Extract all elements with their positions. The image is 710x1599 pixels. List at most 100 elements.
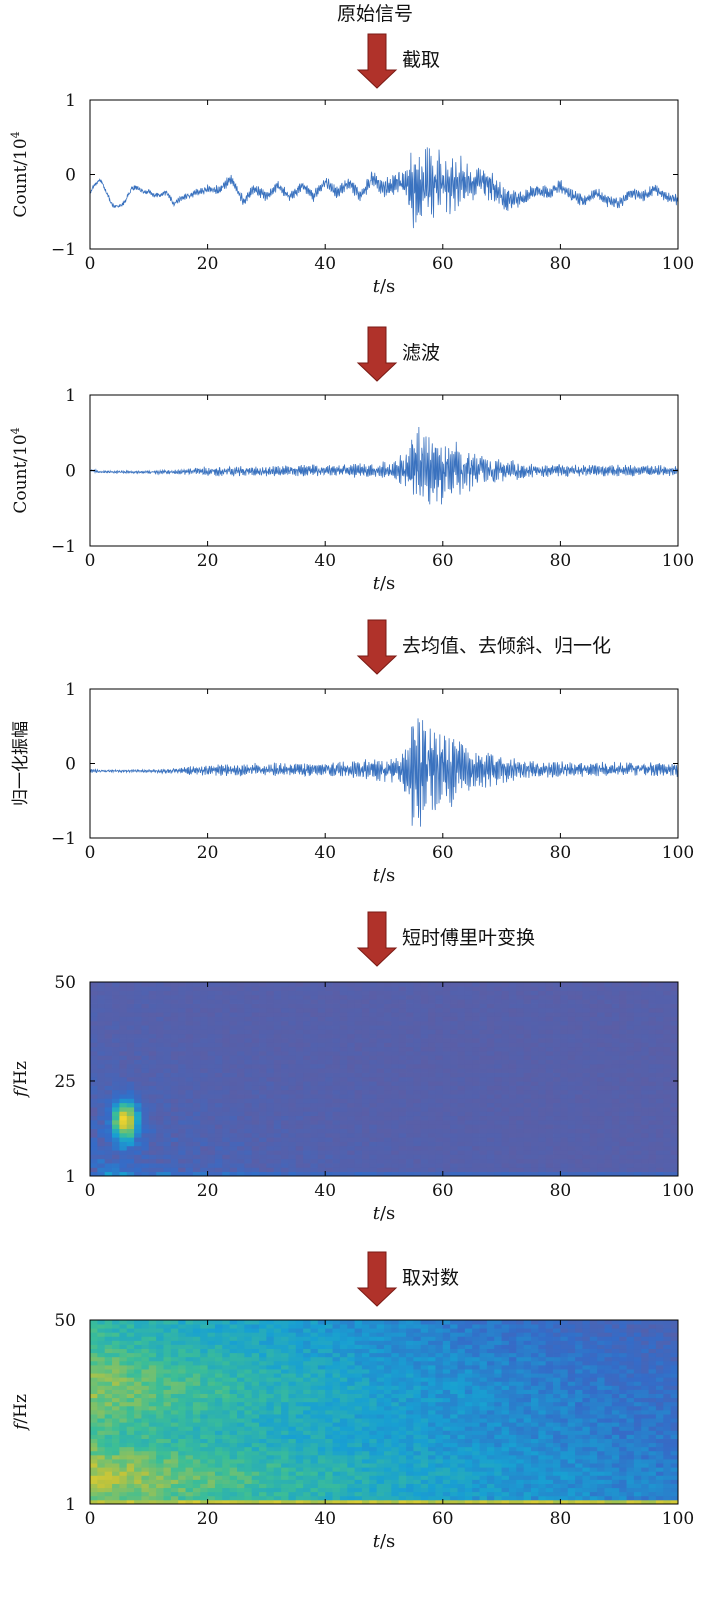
heatmap-cell [553, 1020, 561, 1026]
heatmap-cell [244, 1401, 253, 1407]
heatmap-cell [545, 1003, 554, 1009]
heatmap-cell [185, 1340, 194, 1345]
heatmap-cell [90, 1471, 98, 1476]
heatmap-cell [126, 1150, 135, 1155]
heatmap-cell [553, 982, 561, 987]
heatmap-cell [611, 1012, 620, 1017]
heatmap-cell [339, 1085, 348, 1091]
heatmap-cell [273, 1450, 282, 1456]
heatmap-cell [538, 1089, 547, 1095]
heatmap-cell [369, 1025, 378, 1030]
heatmap-cell [134, 1479, 142, 1484]
heatmap-cell [376, 1128, 385, 1134]
heatmap-cell [281, 1479, 289, 1484]
heatmap-cell [207, 1085, 216, 1091]
heatmap-cell [97, 1430, 106, 1435]
heatmap-cell [178, 1171, 186, 1177]
heatmap-cell [648, 1003, 657, 1009]
heatmap-cell [317, 1094, 326, 1099]
heatmap-cell [207, 1442, 216, 1448]
heatmap-cell [560, 1115, 569, 1121]
heatmap-cell [119, 1495, 128, 1501]
heatmap-cell [347, 1081, 355, 1086]
heatmap-cell [303, 1012, 311, 1017]
heatmap-cell [192, 1381, 201, 1386]
heatmap-cell [339, 1042, 348, 1048]
heatmap-cell [251, 1081, 260, 1086]
heatmap-cell [406, 1012, 414, 1017]
heatmap-cell [119, 1042, 128, 1048]
heatmap-cell [112, 1332, 120, 1337]
heatmap-cell [295, 1145, 304, 1151]
heatmap-cell [90, 986, 98, 992]
heatmap-cell [259, 1076, 267, 1082]
heatmap-cell [288, 1442, 297, 1448]
heatmap-cell [192, 1463, 201, 1468]
heatmap-cell [597, 1042, 605, 1048]
heatmap-cell [192, 1438, 201, 1444]
heatmap-cell [604, 1003, 613, 1009]
heatmap-cell [450, 986, 458, 992]
heatmap-cell [119, 1016, 128, 1022]
heatmap-cell [501, 1068, 510, 1073]
heatmap-cell [200, 1137, 208, 1142]
heatmap-cell [200, 1115, 208, 1121]
heatmap-cell [413, 1132, 422, 1138]
heatmap-cell [170, 1381, 179, 1386]
heatmap-cell [214, 1348, 223, 1354]
heatmap-cell [648, 1150, 657, 1155]
heatmap-cell [112, 1479, 120, 1484]
heatmap-cell [567, 1107, 576, 1112]
heatmap-cell [222, 1373, 231, 1378]
heatmap-cell [479, 1038, 488, 1043]
heatmap-cell [214, 1352, 223, 1358]
heatmap-cell [119, 1025, 128, 1030]
heatmap-cell [428, 1102, 436, 1108]
heatmap-cell [413, 1085, 422, 1091]
heatmap-cell [361, 1016, 370, 1022]
heatmap-cell [266, 1454, 275, 1460]
heatmap-cell [663, 1102, 672, 1108]
heatmap-cell [281, 1385, 289, 1390]
heatmap-cell [508, 1107, 517, 1112]
heatmap-cell [553, 1063, 561, 1069]
heatmap-cell [185, 1434, 194, 1439]
heatmap-cell [288, 1072, 297, 1078]
heatmap-cell [178, 1471, 186, 1476]
heatmap-cell [266, 1098, 275, 1104]
heatmap-cell [229, 982, 238, 987]
heatmap-cell [508, 1089, 517, 1095]
heatmap-cell [156, 1434, 164, 1439]
heatmap-cell [633, 1085, 642, 1091]
heatmap-cell [200, 1414, 208, 1419]
heatmap-cell [479, 1150, 488, 1155]
heatmap-cell [222, 1171, 231, 1177]
heatmap-cell [97, 1356, 106, 1362]
heatmap-cell [126, 1094, 135, 1099]
heatmap-cell [339, 1003, 348, 1009]
y-axis-label: 归一化振幅 [11, 721, 31, 806]
heatmap-cell [369, 1154, 378, 1160]
heatmap-cell [244, 1081, 253, 1086]
heatmap-cell [589, 1124, 598, 1129]
heatmap-cell [354, 1068, 363, 1073]
heatmap-cell [553, 1145, 561, 1151]
heatmap-cell [354, 1050, 363, 1056]
heatmap-cell [567, 1068, 576, 1073]
heatmap-cell [214, 1401, 223, 1407]
heatmap-cell [332, 1158, 341, 1164]
heatmap-cell [354, 1007, 363, 1013]
heatmap-cell [229, 1094, 238, 1099]
heatmap-cell [185, 1426, 194, 1431]
heatmap-cell [170, 1471, 179, 1476]
heatmap-cell [214, 1119, 223, 1125]
heatmap-cell [244, 1450, 253, 1456]
heatmap-cell [237, 1405, 245, 1411]
heatmap-cell [141, 1124, 150, 1129]
heatmap-cell [156, 1336, 164, 1341]
heatmap-cell [369, 1072, 378, 1078]
heatmap-cell [545, 1081, 554, 1086]
heatmap-cell [361, 1033, 370, 1039]
heatmap-cell [332, 1068, 341, 1073]
heatmap-cell [361, 1003, 370, 1009]
